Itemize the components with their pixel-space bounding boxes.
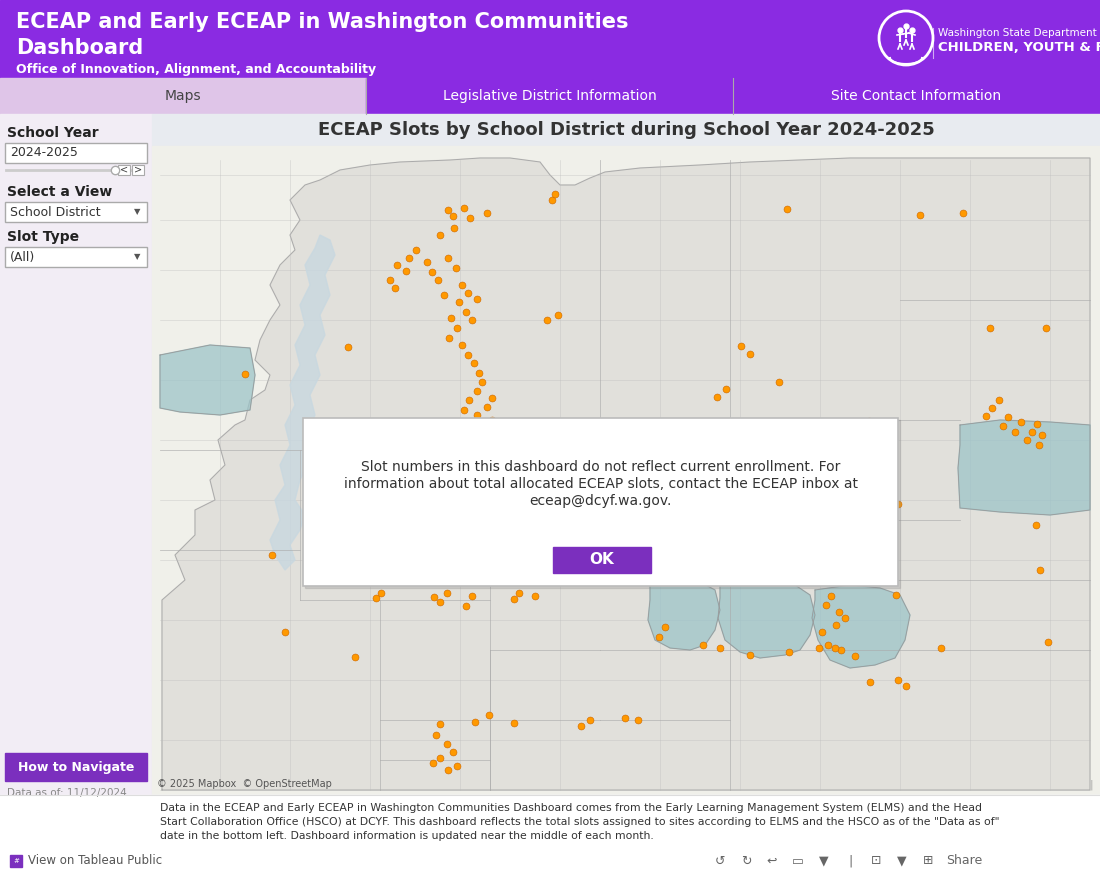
Text: OK: OK — [590, 553, 615, 567]
Text: >: > — [134, 165, 142, 175]
Bar — [6, 753, 147, 781]
Text: ▼: ▼ — [133, 208, 140, 217]
Polygon shape — [718, 580, 815, 658]
Bar — [6, 247, 147, 267]
Polygon shape — [160, 345, 255, 415]
Text: Office of Innovation, Alignment, and Accountability: Office of Innovation, Alignment, and Acc… — [16, 63, 376, 76]
Bar — [0, 78, 366, 114]
Polygon shape — [648, 575, 720, 650]
Text: ↺: ↺ — [715, 854, 725, 867]
Text: Maps: Maps — [165, 89, 201, 103]
Text: 2024-2025: 2024-2025 — [10, 146, 78, 160]
Text: ▼: ▼ — [820, 854, 828, 867]
Text: ECEAP and Early ECEAP in Washington Communities: ECEAP and Early ECEAP in Washington Comm… — [16, 12, 628, 32]
Bar — [302, 418, 898, 586]
Bar — [0, 0, 1100, 78]
Polygon shape — [270, 235, 336, 570]
Bar — [6, 202, 147, 222]
Text: ↻: ↻ — [740, 854, 751, 867]
Text: #: # — [13, 858, 19, 864]
Bar — [132, 165, 144, 175]
Text: © 2025 Mapbox  © OpenStreetMap: © 2025 Mapbox © OpenStreetMap — [157, 779, 332, 789]
Bar — [118, 165, 130, 175]
Polygon shape — [812, 585, 910, 668]
Text: Select a View: Select a View — [7, 185, 112, 199]
Text: ⊞: ⊞ — [923, 854, 933, 867]
Text: CHILDREN, YOUTH & FAMILIES: CHILDREN, YOUTH & FAMILIES — [938, 41, 1100, 54]
Polygon shape — [958, 420, 1090, 515]
Text: Data in the ECEAP and Early ECEAP in Washington Communities Dashboard comes from: Data in the ECEAP and Early ECEAP in Was… — [160, 803, 1000, 841]
Text: Dashboard: Dashboard — [16, 38, 143, 58]
Text: View on Tableau Public: View on Tableau Public — [28, 854, 162, 867]
Bar — [0, 114, 152, 795]
Text: School District: School District — [10, 205, 100, 218]
Text: |: | — [1089, 780, 1093, 790]
Text: Site Contact Information: Site Contact Information — [832, 89, 1002, 103]
Bar — [6, 143, 147, 163]
Text: ECEAP Slots by School District during School Year 2024-2025: ECEAP Slots by School District during Sc… — [318, 121, 934, 139]
Text: eceap@dcyf.wa.gov.: eceap@dcyf.wa.gov. — [529, 494, 672, 508]
Text: How to Navigate: How to Navigate — [18, 760, 134, 774]
Text: Washington State Department of: Washington State Department of — [938, 28, 1100, 38]
Text: ↩: ↩ — [767, 854, 778, 867]
Text: Slot Type: Slot Type — [7, 230, 79, 244]
Text: |: | — [848, 854, 852, 867]
Text: ▭: ▭ — [792, 854, 804, 867]
Bar — [366, 78, 733, 114]
Text: Slot numbers in this dashboard do not reflect current enrollment. For: Slot numbers in this dashboard do not re… — [361, 460, 840, 474]
Text: <: < — [120, 165, 128, 175]
Text: ⊡: ⊡ — [871, 854, 881, 867]
Bar — [305, 420, 900, 588]
Text: Legislative District Information: Legislative District Information — [442, 89, 657, 103]
Text: ▼: ▼ — [133, 253, 140, 261]
Text: ▼: ▼ — [898, 854, 906, 867]
Polygon shape — [162, 158, 1090, 790]
Text: School Year: School Year — [7, 126, 99, 140]
Circle shape — [881, 13, 931, 63]
Bar — [733, 78, 1100, 114]
Bar — [152, 146, 1100, 795]
Bar — [152, 114, 1100, 795]
Text: Data as of: 11/12/2024: Data as of: 11/12/2024 — [7, 788, 126, 798]
Bar — [0, 795, 1100, 877]
Text: (All): (All) — [10, 251, 35, 263]
Bar — [553, 547, 651, 573]
Text: Share: Share — [946, 854, 982, 867]
Text: information about total allocated ECEAP slots, contact the ECEAP inbox at: information about total allocated ECEAP … — [343, 477, 858, 491]
